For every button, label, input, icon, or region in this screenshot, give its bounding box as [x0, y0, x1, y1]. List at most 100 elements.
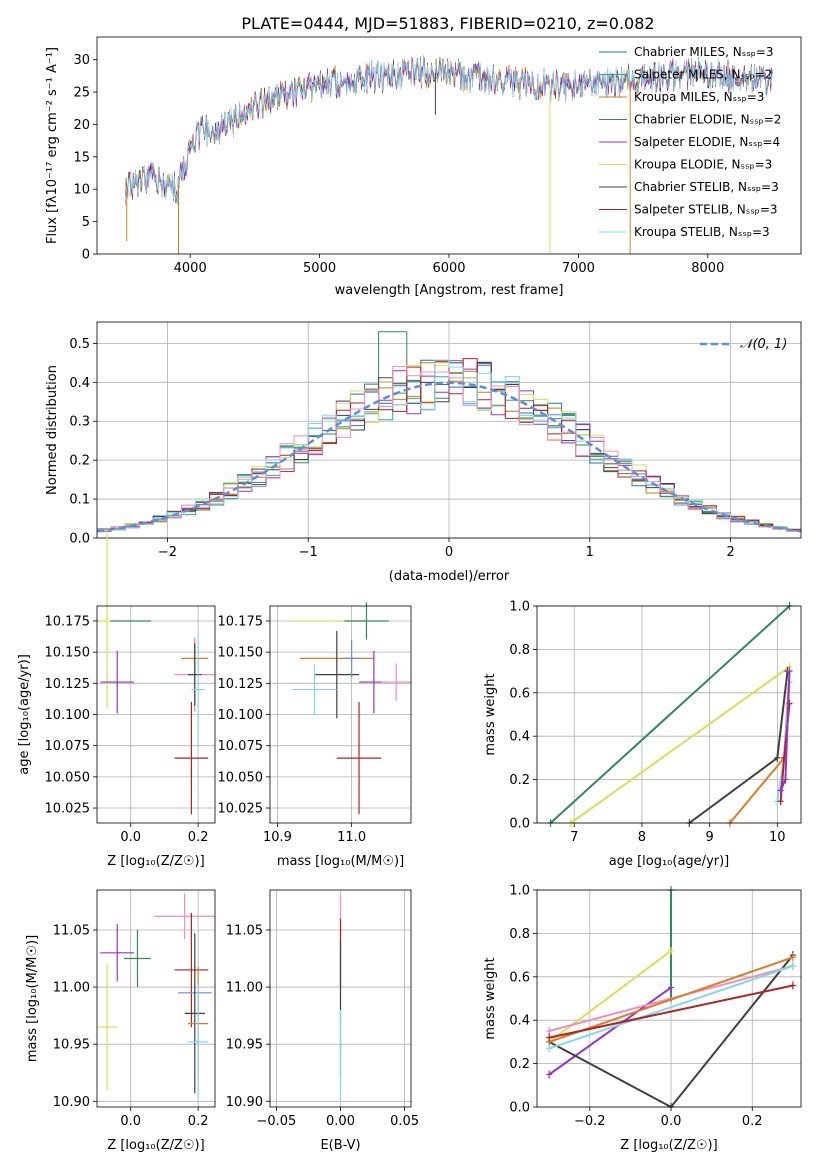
legend-entry: Chabrier ELODIE, Nₛₛₚ=2: [634, 113, 781, 127]
x-tick-label: −0.05: [256, 1114, 296, 1129]
x-tick-label: 11.0: [337, 830, 366, 845]
legend-entry: Salpeter STELIB, Nₛₛₚ=3: [634, 203, 778, 217]
x-axis-label: Z [log₁₀(Z/Z☉)]: [107, 1138, 204, 1153]
y-tick-label: 0: [82, 248, 90, 263]
weight-line: [549, 605, 791, 824]
x-tick-label: 0.2: [188, 1114, 209, 1129]
y-tick-label: 0.4: [509, 730, 530, 745]
y-tick-label: 10.175: [218, 614, 264, 629]
x-tick-label: 8: [638, 830, 646, 845]
y-tick-label: 10.100: [45, 708, 91, 723]
y-tick-label: 10: [73, 183, 90, 198]
x-tick-label: 9: [705, 830, 713, 845]
y-tick-label: 0.0: [509, 817, 530, 832]
y-tick-label: 10.100: [218, 708, 264, 723]
plot-layer: 4000 5000 6000 7000 8000051015202530waveleng…: [17, 36, 802, 1153]
y-tick-label: 10.025: [45, 802, 91, 817]
axes-frame: [96, 321, 802, 539]
y-tick-label: 11.00: [226, 981, 263, 996]
x-tick-label: −2: [158, 545, 177, 560]
x-tick-label: 10: [769, 830, 786, 845]
legend-entry: 𝒩(0, 1): [740, 337, 787, 352]
y-axis-label: mass weight: [483, 957, 498, 1039]
legend-entry: Chabrier STELIB, Nₛₛₚ=3: [634, 180, 779, 194]
axes-frame: [96, 36, 802, 255]
y-tick-label: 0.8: [509, 643, 530, 658]
weight-line: [548, 984, 794, 1039]
x-axis-label: mass [log₁₀(M/M☉)]: [277, 854, 404, 869]
spectrum-line: [125, 55, 773, 205]
weight-line: [548, 965, 794, 1032]
y-tick-label: 1.0: [509, 600, 530, 615]
y-tick-label: 10.125: [218, 677, 264, 692]
y-axis-label: mass weight: [483, 673, 498, 755]
y-tick-label: 10.050: [45, 770, 91, 785]
y-axis-label: age [log₁₀(age/yr)]: [17, 654, 32, 775]
y-tick-label: 10.125: [45, 677, 91, 692]
y-axis-label: Normed distribution: [45, 365, 60, 495]
weight-line: [548, 965, 794, 1050]
y-tick-label: 10.075: [45, 739, 91, 754]
y-tick-label: 11.05: [226, 923, 263, 938]
y-tick-label: 0.2: [509, 1057, 530, 1072]
x-tick-label: −0.2: [574, 1114, 606, 1129]
x-tick-label: 0.2: [742, 1114, 763, 1129]
axes-frame: [269, 889, 412, 1108]
axes-frame: [536, 605, 802, 824]
y-tick-label: 10.050: [218, 770, 264, 785]
x-tick-label: 10.9: [263, 830, 292, 845]
y-tick-label: 10.150: [45, 646, 91, 661]
y-tick-label: 25: [73, 86, 90, 101]
weight-line: [688, 670, 789, 824]
x-tick-label: 6000: [432, 261, 465, 276]
y-axis-label: mass [log₁₀(M/M☉)]: [25, 935, 40, 1062]
x-tick-label: 0: [445, 545, 453, 560]
legend-entry: Kroupa MILES, Nₛₛₚ=3: [634, 90, 764, 104]
figure-title: PLATE=0444, MJD=51883, FIBERID=0210, z=0…: [241, 14, 654, 33]
x-tick-label: 7: [570, 830, 578, 845]
x-axis-label: Z [log₁₀(Z/Z☉)]: [620, 1138, 717, 1153]
y-tick-label: 10.95: [53, 1038, 90, 1053]
x-tick-label: 1: [586, 545, 594, 560]
x-tick-label: 2: [726, 545, 734, 560]
x-tick-label: 0.2: [188, 830, 209, 845]
x-tick-label: −1: [299, 545, 318, 560]
legend-entry: Salpeter ELODIE, Nₛₛₚ=4: [634, 135, 780, 149]
y-tick-label: 0.6: [509, 970, 530, 985]
axes-frame: [96, 889, 216, 1108]
y-tick-label: 10.150: [218, 646, 264, 661]
x-tick-label: 5000: [303, 261, 336, 276]
x-axis-label: Z [log₁₀(Z/Z☉)]: [107, 854, 204, 869]
x-tick-label: 8000: [691, 261, 724, 276]
y-tick-label: 10.90: [53, 1095, 90, 1110]
y-tick-label: 0.1: [69, 493, 90, 508]
x-axis-label: wavelength [Angstrom, rest frame]: [335, 283, 564, 298]
y-tick-label: 20: [73, 118, 90, 133]
y-tick-label: 10.075: [218, 739, 264, 754]
weight-line: [570, 665, 791, 824]
legend-entry: Chabrier MILES, Nₛₛₚ=3: [634, 45, 774, 59]
y-axis-label: Flux [fλ10⁻¹⁷ erg cm⁻² s⁻¹ A⁻¹]: [45, 47, 60, 244]
y-tick-label: 0.4: [69, 376, 90, 391]
x-tick-label: 0.0: [120, 830, 141, 845]
y-tick-label: 0.8: [509, 927, 530, 942]
weight-line: [548, 956, 794, 1043]
y-tick-label: 30: [73, 53, 90, 68]
x-axis-label: E(B-V): [320, 1138, 360, 1153]
y-tick-label: 1.0: [509, 884, 530, 899]
normal-curve: [96, 381, 802, 533]
x-tick-label: 0.0: [661, 1114, 682, 1129]
y-tick-label: 0.5: [69, 337, 90, 352]
x-axis-label: (data-model)/error: [389, 569, 510, 584]
weight-line: [548, 986, 672, 1076]
y-tick-label: 10.175: [45, 614, 91, 629]
y-tick-label: 0.3: [69, 415, 90, 430]
weight-line: [548, 949, 672, 1043]
x-axis-label: age [log₁₀(age/yr)]: [609, 854, 730, 869]
legend-entry: Kroupa ELODIE, Nₛₛₚ=3: [634, 158, 772, 172]
y-tick-label: 5: [82, 215, 90, 230]
y-tick-label: 0.2: [69, 454, 90, 469]
y-tick-label: 0.0: [509, 1101, 530, 1116]
legend-entry: Kroupa STELIB, Nₛₛₚ=3: [634, 225, 770, 239]
